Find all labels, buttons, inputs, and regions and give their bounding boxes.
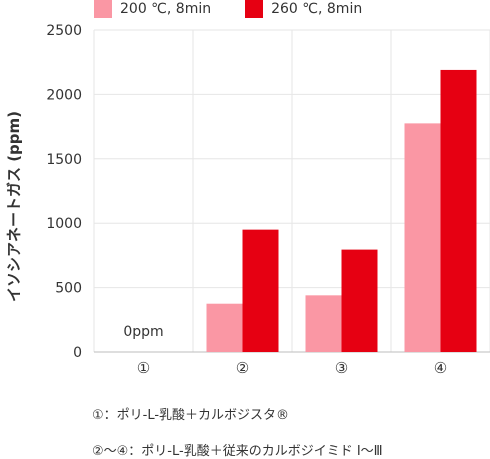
y-tick-label: 2000 — [46, 87, 82, 103]
bar-1-3 — [305, 295, 342, 352]
x-tick-label: ① — [137, 359, 150, 377]
footnote-2: ②〜④：ポリ-L-乳酸＋従来のカルボジイミド Ⅰ〜Ⅲ — [92, 444, 383, 459]
y-tick-label: 500 — [55, 281, 82, 297]
y-tick-label: 1500 — [46, 152, 82, 168]
bar-1-4 — [404, 123, 441, 352]
bar-2-4 — [440, 69, 477, 352]
bar-2-3 — [341, 249, 378, 352]
x-tick-label: ② — [236, 359, 249, 377]
legend-label-series-1: 200 ℃, 8min — [120, 1, 212, 17]
y-tick-label: 2500 — [46, 23, 82, 39]
footnote-1: ①：ポリ-L-乳酸＋カルボジスタ® — [92, 408, 290, 423]
chart-legend: 200 ℃, 8min 260 ℃, 8min — [94, 0, 362, 18]
y-tick-label: 0 — [73, 345, 82, 361]
legend-label-series-2: 260 ℃, 8min — [271, 1, 363, 17]
legend-swatch-series-2 — [245, 0, 264, 18]
legend-item-series-1: 200 ℃, 8min — [94, 0, 211, 18]
bar-2-2 — [242, 229, 279, 352]
y-tick-label: 1000 — [46, 216, 82, 232]
legend-swatch-series-1 — [94, 0, 112, 18]
legend-item-series-2: 260 ℃, 8min — [245, 0, 362, 18]
x-tick-label: ③ — [335, 359, 348, 377]
zero-ppm-annotation: 0ppm — [123, 324, 163, 340]
bar-1-2 — [206, 303, 243, 352]
x-tick-label: ④ — [434, 359, 447, 377]
